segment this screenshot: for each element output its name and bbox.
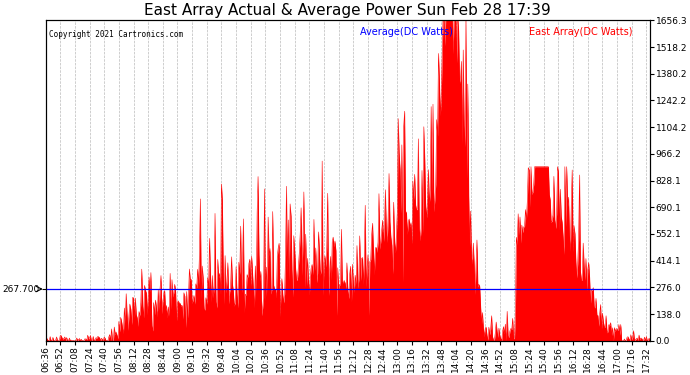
Text: East Array(DC Watts): East Array(DC Watts) [529,27,633,37]
Text: Copyright 2021 Cartronics.com: Copyright 2021 Cartronics.com [48,30,183,39]
Text: Average(DC Watts): Average(DC Watts) [360,27,453,37]
Title: East Array Actual & Average Power Sun Feb 28 17:39: East Array Actual & Average Power Sun Fe… [144,3,551,18]
